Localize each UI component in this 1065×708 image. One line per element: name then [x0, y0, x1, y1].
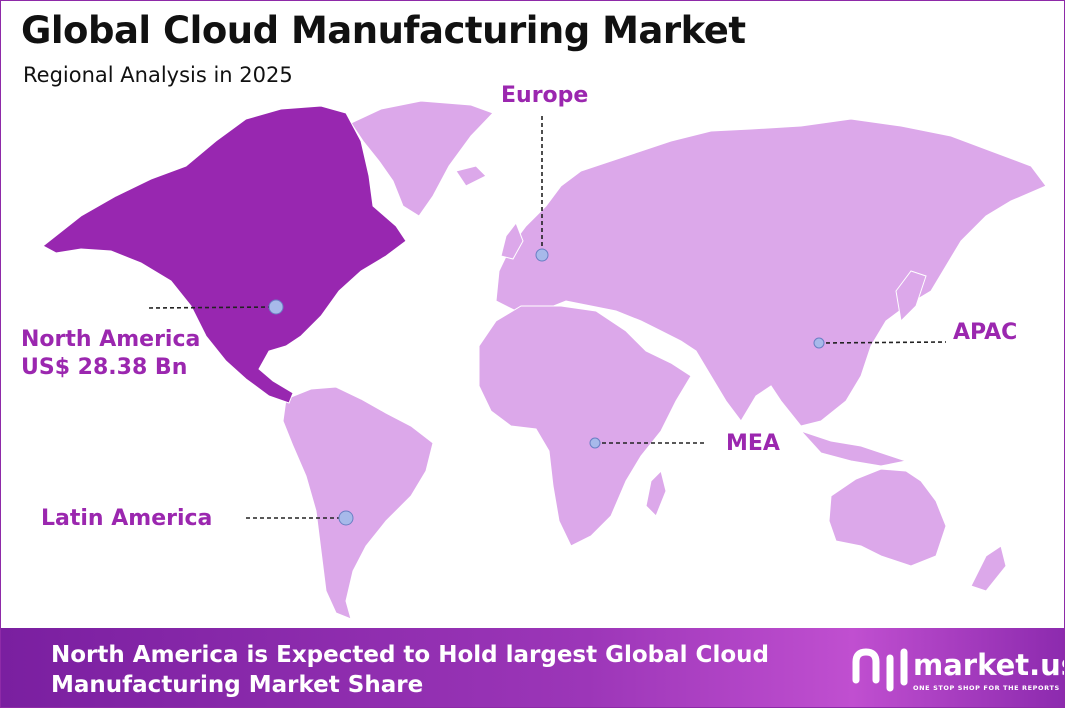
region-label: Europe: [501, 83, 589, 108]
leader-lines: [148, 116, 947, 519]
region-dots: [268, 248, 825, 526]
light-land: [282, 100, 1047, 620]
japan: [895, 270, 927, 323]
north-america-leader: [148, 306, 277, 309]
indonesia: [799, 429, 908, 467]
region-label: MEA: [726, 431, 780, 456]
iceland: [455, 165, 487, 187]
australia: [828, 468, 947, 567]
title: Global Cloud Manufacturing Market: [21, 9, 746, 52]
latin-america-dot: [338, 510, 354, 526]
uk: [500, 221, 524, 260]
logo-name: market.us: [913, 648, 1065, 682]
mea-dot: [589, 437, 601, 449]
madagascar: [645, 470, 667, 517]
subtitle: Regional Analysis in 2025: [23, 63, 293, 87]
new-zealand: [970, 545, 1007, 592]
region-label: North America: [21, 327, 201, 352]
logo-tagline: ONE STOP SHOP FOR THE REPORTS: [913, 684, 1060, 692]
region-label: APAC: [953, 320, 1018, 345]
apac-leader: [818, 341, 947, 344]
region-label: Latin America: [41, 506, 213, 531]
europe-dot: [535, 248, 549, 262]
apac-dot: [813, 337, 825, 349]
region-value: US$ 28.38 Bn: [21, 355, 188, 380]
greenland: [350, 100, 494, 217]
north-america-dot: [268, 299, 284, 315]
eurasia: [495, 118, 1047, 427]
africa: [478, 305, 692, 547]
logo-icon: [852, 648, 908, 692]
north-america-shape: [42, 105, 407, 404]
footer-text: North America is Expected to Hold larges…: [51, 642, 769, 698]
south-america: [282, 386, 434, 620]
footer-banner: North America is Expected to Hold larges…: [1, 628, 1065, 707]
